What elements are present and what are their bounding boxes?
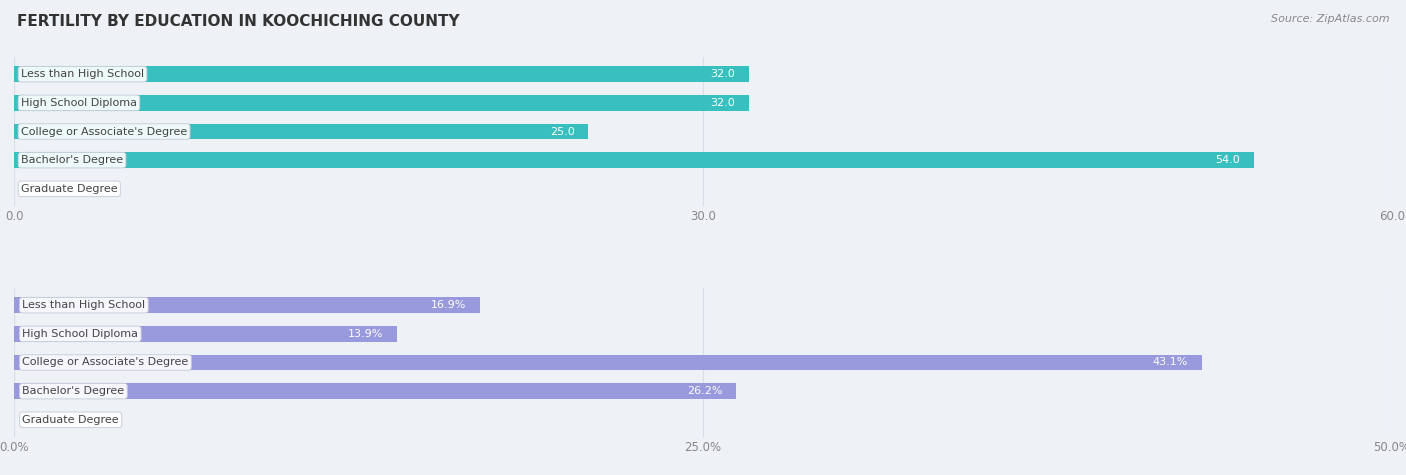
Text: 32.0: 32.0 bbox=[710, 98, 735, 108]
Text: College or Associate's Degree: College or Associate's Degree bbox=[22, 358, 188, 368]
Bar bbox=[14, 124, 588, 139]
Text: High School Diploma: High School Diploma bbox=[21, 98, 136, 108]
Text: Graduate Degree: Graduate Degree bbox=[21, 184, 118, 194]
Text: 54.0: 54.0 bbox=[1216, 155, 1240, 165]
Text: Bachelor's Degree: Bachelor's Degree bbox=[21, 155, 124, 165]
Bar bbox=[14, 95, 749, 111]
Text: High School Diploma: High School Diploma bbox=[22, 329, 138, 339]
Text: Less than High School: Less than High School bbox=[22, 300, 145, 310]
Bar bbox=[14, 66, 749, 82]
Text: Bachelor's Degree: Bachelor's Degree bbox=[22, 386, 125, 396]
Text: Source: ZipAtlas.com: Source: ZipAtlas.com bbox=[1271, 14, 1389, 24]
Bar bbox=[14, 297, 479, 313]
Bar bbox=[14, 355, 1202, 370]
Text: FERTILITY BY EDUCATION IN KOOCHICHING COUNTY: FERTILITY BY EDUCATION IN KOOCHICHING CO… bbox=[17, 14, 460, 29]
Text: 16.9%: 16.9% bbox=[430, 300, 465, 310]
Text: 13.9%: 13.9% bbox=[347, 329, 384, 339]
Text: 26.2%: 26.2% bbox=[686, 386, 723, 396]
Text: 43.1%: 43.1% bbox=[1153, 358, 1188, 368]
Text: 25.0: 25.0 bbox=[550, 126, 575, 136]
Bar bbox=[14, 326, 396, 342]
Text: College or Associate's Degree: College or Associate's Degree bbox=[21, 126, 187, 136]
Text: 0.0: 0.0 bbox=[28, 184, 45, 194]
Text: Graduate Degree: Graduate Degree bbox=[22, 415, 120, 425]
Text: Less than High School: Less than High School bbox=[21, 69, 143, 79]
Text: 32.0: 32.0 bbox=[710, 69, 735, 79]
Bar bbox=[14, 152, 1254, 168]
Text: 0.0%: 0.0% bbox=[28, 415, 56, 425]
Bar bbox=[14, 383, 737, 399]
